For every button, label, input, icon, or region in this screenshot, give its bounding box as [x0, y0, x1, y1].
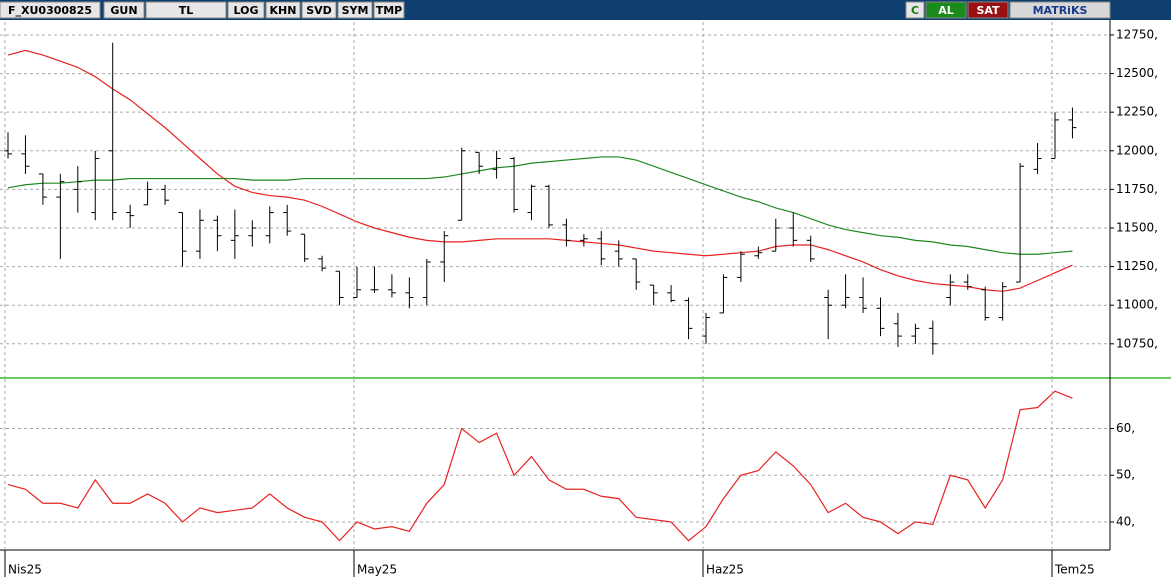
toolbar-button [1009, 1, 1111, 19]
toolbar-label: LOG [234, 4, 259, 17]
y-tick-label: 11750, [1116, 182, 1158, 196]
toolbar-label: SAT [976, 4, 1000, 17]
toolbar-button [103, 1, 145, 19]
toolbar-label: SYM [342, 4, 369, 17]
toolbar-button [967, 1, 1009, 19]
toolbar-label: MATRiKS [1033, 4, 1088, 17]
y-tick-label: 12000, [1116, 143, 1158, 157]
series-line [7, 49, 1073, 292]
y-tick-label: 11250, [1116, 259, 1158, 273]
toolbar-label: AL [938, 4, 954, 17]
toolbar-button [905, 1, 925, 19]
x-tick-label: Haz25 [706, 563, 744, 577]
y-tick-label: 60, [1116, 421, 1135, 435]
toolbar-label: KHN [270, 4, 297, 17]
y-tick-label: 12500, [1116, 66, 1158, 80]
y-tick-label: 12750, [1116, 27, 1158, 41]
y-tick-label: 11500, [1116, 220, 1158, 234]
panel-separator [0, 377, 1171, 379]
y-tick-label: 11000, [1116, 298, 1158, 312]
series-line [7, 390, 1073, 542]
toolbar-button [337, 1, 373, 19]
x-tick-label: Nis25 [8, 563, 42, 577]
toolbar-button [301, 1, 337, 19]
toolbar-label: C [911, 4, 919, 17]
toolbar-label: TL [179, 4, 194, 17]
toolbar-button [265, 1, 301, 19]
x-tick-label: Tem25 [1054, 563, 1095, 577]
toolbar-button [227, 1, 265, 19]
y-tick-label: 40, [1116, 514, 1135, 528]
toolbar-button [925, 1, 967, 19]
toolbar-label: TMP [376, 4, 403, 17]
toolbar-label: SVD [306, 4, 332, 17]
y-tick-label: 50, [1116, 468, 1135, 482]
x-tick-label: May25 [357, 563, 397, 577]
toolbar-label: GUN [110, 4, 137, 17]
y-tick-label: 12250, [1116, 105, 1158, 119]
toolbar-button [373, 1, 405, 19]
toolbar-button [0, 1, 101, 19]
toolbar-label: F_XU0300825 [8, 4, 92, 17]
y-tick-label: 10750, [1116, 336, 1158, 350]
toolbar-button [145, 1, 227, 19]
series-line [7, 156, 1073, 255]
